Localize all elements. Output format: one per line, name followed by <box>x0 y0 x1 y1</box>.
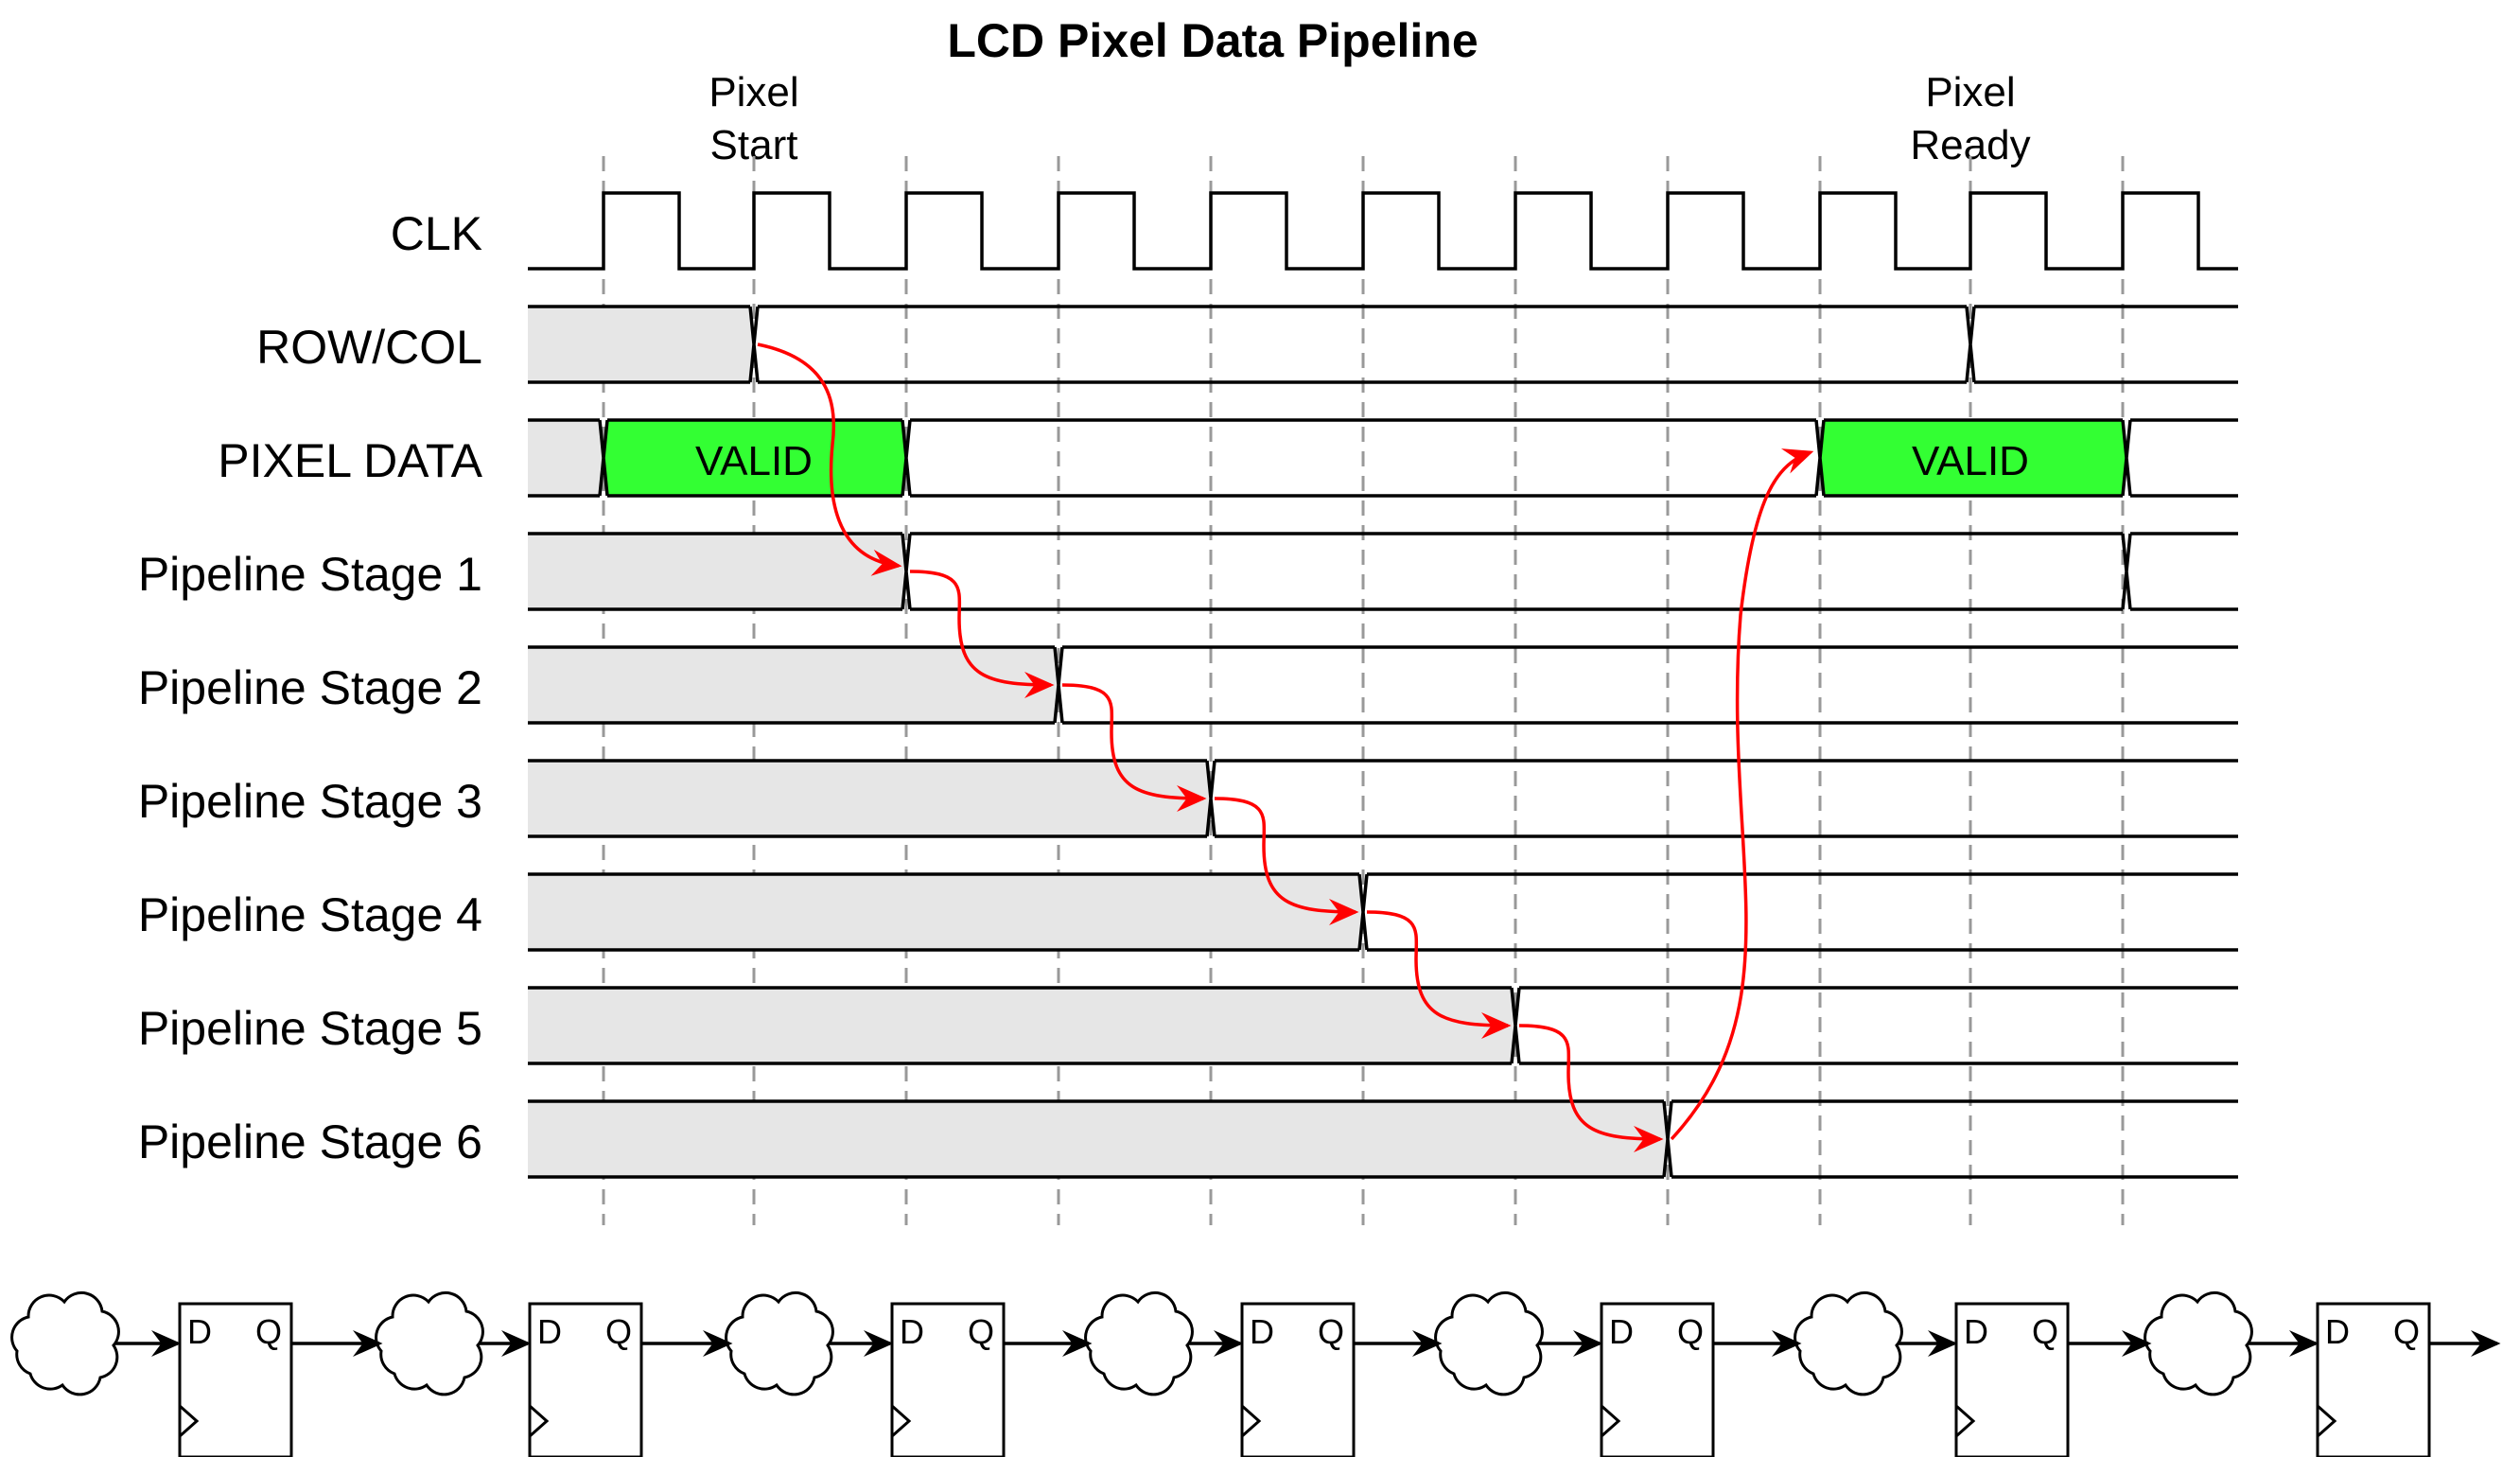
flipflop-1 <box>178 1302 293 1457</box>
pixel-data-valid-label-1: VALID <box>695 438 813 484</box>
stage-6-outline <box>528 1099 2238 1179</box>
flipflop-d-2: D <box>537 1312 562 1351</box>
arrow-stage5-to-stage6 <box>1518 1024 1664 1152</box>
signal-label-pixel-data: PIXEL DATA <box>218 434 482 487</box>
pixel-ready-line1: Pixel <box>1925 69 2015 115</box>
logic-cloud-7 <box>2144 1291 2253 1396</box>
logic-cloud-6 <box>1794 1291 1903 1396</box>
signal-label-stage-5: Pipeline Stage 5 <box>138 1002 482 1055</box>
flipflop-clock-5 <box>1601 1404 1621 1438</box>
flipflop-q-5: Q <box>1677 1312 1704 1351</box>
arrow-stage3-to-stage4 <box>1214 797 1359 925</box>
pixel-start-line1: Pixel <box>709 69 798 115</box>
flipflop-clock-4 <box>1241 1404 1262 1438</box>
pixel-data-outline <box>528 418 2238 498</box>
diagram-title: LCD Pixel Data Pipeline <box>947 14 1478 67</box>
logic-cloud-2 <box>375 1291 484 1396</box>
logic-cloud-4 <box>1084 1291 1194 1396</box>
flipflop-q-3: Q <box>968 1312 994 1351</box>
stage-4-outline <box>528 872 2238 952</box>
signal-label-stage-1: Pipeline Stage 1 <box>138 548 482 601</box>
pixel-data-valid-label-2: VALID <box>1912 438 2029 484</box>
flipflop-clock-3 <box>891 1404 912 1438</box>
arrow-rowcol-to-stage1 <box>757 342 902 576</box>
flipflop-q-2: Q <box>605 1312 632 1351</box>
flipflop-6 <box>1954 1302 2070 1457</box>
stage-2-outline <box>528 645 2238 725</box>
flipflop-3 <box>890 1302 1006 1457</box>
signal-waveforms <box>528 191 2238 1179</box>
flipflop-clock-7 <box>2317 1404 2337 1438</box>
signal-label-stage-4: Pipeline Stage 4 <box>138 888 482 941</box>
logic-cloud-3 <box>725 1291 834 1396</box>
stage-3-segment-1 <box>528 761 1211 836</box>
pixel-data-segment-3 <box>1820 420 2126 496</box>
flipflop-q-1: Q <box>255 1312 282 1351</box>
logic-cloud-1 <box>10 1291 120 1396</box>
flipflop-d-1: D <box>187 1312 212 1351</box>
stage-5-outline <box>528 986 2238 1065</box>
stage-2-segment-1 <box>528 647 1059 723</box>
flipflop-clock-1 <box>179 1404 200 1438</box>
signal-label-stage-2: Pipeline Stage 2 <box>138 661 482 714</box>
flipflop-4 <box>1240 1302 1356 1457</box>
dependency-arrows <box>757 342 1814 1152</box>
flipflop-7 <box>2316 1302 2431 1457</box>
stage-1-outline <box>528 532 2238 611</box>
arrow-stage4-to-stage5 <box>1366 910 1512 1039</box>
flipflop-2 <box>528 1302 643 1457</box>
flipflop-clock-6 <box>1955 1404 1976 1438</box>
flipflop-q-4: Q <box>1318 1312 1344 1351</box>
flipflop-5 <box>1600 1302 1715 1457</box>
signal-label-clk: CLK <box>391 207 482 260</box>
row-col-segment-1 <box>528 307 754 382</box>
arrow-stage1-to-stage2 <box>909 570 1055 698</box>
flipflop-q-6: Q <box>2032 1312 2058 1351</box>
arrow-stage2-to-stage3 <box>1061 683 1207 812</box>
pixel-data-segment-1 <box>528 420 604 496</box>
flipflop-clock-2 <box>529 1404 550 1438</box>
stage-4-segment-1 <box>528 874 1363 950</box>
flipflop-d-7: D <box>2325 1312 2350 1351</box>
stage-6-segment-1 <box>528 1101 1668 1177</box>
signal-label-stage-3: Pipeline Stage 3 <box>138 775 482 828</box>
flipflop-q-7: Q <box>2393 1312 2420 1351</box>
signal-label-stage-6: Pipeline Stage 6 <box>138 1115 482 1168</box>
stage-3-outline <box>528 759 2238 838</box>
row-col-outline <box>528 305 2238 384</box>
stage-5-segment-1 <box>528 988 1515 1063</box>
logic-cloud-5 <box>1434 1291 1544 1396</box>
flipflop-d-4: D <box>1250 1312 1274 1351</box>
flipflop-d-5: D <box>1609 1312 1634 1351</box>
clk-waveform <box>528 191 2238 271</box>
flipflop-d-3: D <box>900 1312 924 1351</box>
signal-label-row-col: ROW/COL <box>256 321 482 374</box>
flipflop-d-6: D <box>1964 1312 1988 1351</box>
stage-1-segment-1 <box>528 534 906 609</box>
arrow-stage6-to-pixel-data <box>1670 448 1814 1141</box>
